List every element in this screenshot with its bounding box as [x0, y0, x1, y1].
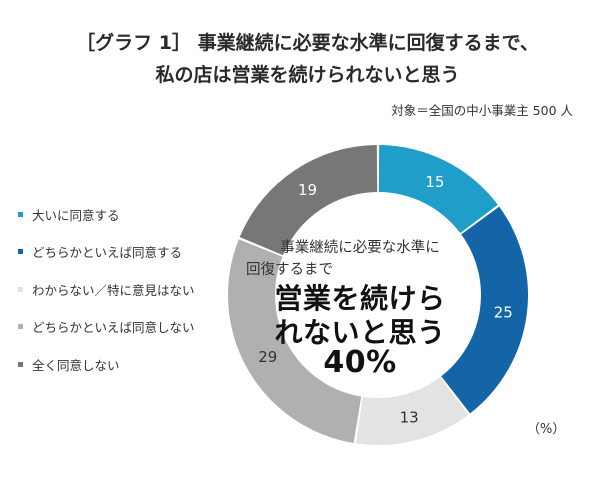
- donut-slice: [227, 239, 362, 444]
- donut-slice: [355, 377, 469, 445]
- legend-swatch: [18, 361, 23, 367]
- chart-title-line1: ［グラフ 1］ 事業継続に必要な水準に回復するまで、: [76, 32, 539, 54]
- legend-label: 全く同意しない: [32, 357, 120, 373]
- center-headline-line1: 営業を続けら: [274, 282, 446, 315]
- legend-swatch: [18, 211, 23, 217]
- chart-title-line2: 私の店は営業を続けられないと思う: [155, 64, 460, 86]
- slice-value-label: 13: [400, 409, 419, 427]
- center-percentage: 40%: [323, 345, 397, 380]
- center-headline-line2: れないと思う: [274, 316, 446, 349]
- legend-item: どちらかといえば同意する: [18, 242, 195, 262]
- legend-label: どちらかといえば同意しない: [32, 320, 195, 335]
- donut-slice: [239, 145, 378, 256]
- center-subtitle-line2: 回復するまで: [246, 262, 333, 278]
- donut-slice: [441, 206, 528, 414]
- center-subtitle-line1: 事業継続に必要な水準に: [280, 240, 440, 256]
- legend-swatch: [18, 286, 23, 292]
- unit-label: （%）: [527, 422, 566, 437]
- slice-value-label: 15: [425, 173, 444, 191]
- legend-swatch: [18, 249, 23, 254]
- sample-note: 対象＝全国の中小事業主 500 人: [391, 103, 573, 118]
- slice-value-label: 25: [494, 304, 513, 322]
- legend-label: 大いに同意する: [32, 207, 120, 223]
- legend-item: 大いに同意する: [18, 204, 195, 224]
- legend-label: どちらかといえば同意する: [32, 245, 183, 260]
- legend-item: どちらかといえば同意しない: [18, 317, 195, 337]
- donut-slice: [378, 145, 498, 234]
- slice-value-label: 29: [258, 348, 277, 366]
- slice-value-label: 19: [298, 181, 317, 199]
- legend-swatch: [18, 324, 23, 329]
- legend-label: わからない／特に意見はない: [32, 282, 195, 298]
- legend: 大いに同意する どちらかといえば同意する わからない／特に意見はない どちらかと…: [18, 204, 195, 392]
- legend-item: わからない／特に意見はない: [18, 279, 195, 299]
- legend-item: 全く同意しない: [18, 354, 195, 374]
